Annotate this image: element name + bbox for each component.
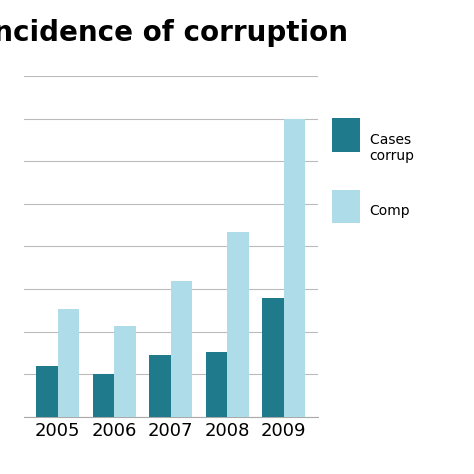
Bar <box>283 118 305 417</box>
Bar <box>206 352 227 417</box>
Bar <box>114 326 136 417</box>
Text: Comp: Comp <box>370 204 410 218</box>
Bar <box>227 232 249 417</box>
Bar <box>171 281 192 417</box>
Text: Incidence of corruption: Incidence of corruption <box>0 19 348 47</box>
Bar <box>58 309 79 417</box>
Text: Cases 
corrup: Cases corrup <box>370 133 415 163</box>
Bar <box>262 298 283 417</box>
Bar <box>92 374 114 417</box>
Bar <box>149 355 171 417</box>
Bar <box>36 366 58 417</box>
